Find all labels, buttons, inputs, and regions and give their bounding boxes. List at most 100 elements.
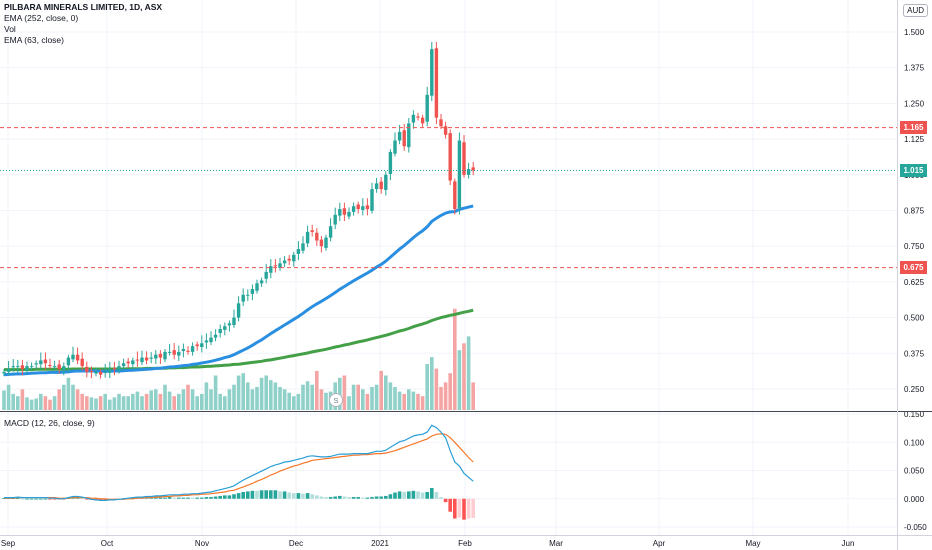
volume-bar xyxy=(11,393,15,410)
lower-line-price-tag: 0.675 xyxy=(900,261,927,275)
volume-bar xyxy=(305,381,310,410)
macd-histogram-bar xyxy=(351,497,356,499)
volume-bar xyxy=(103,393,107,410)
volume-bar xyxy=(71,384,75,410)
macd-histogram-bar xyxy=(223,495,227,499)
volume-bar xyxy=(167,391,172,410)
volume-bar xyxy=(140,396,144,410)
candle-body xyxy=(16,366,20,368)
candle-body xyxy=(315,232,319,241)
candle-body xyxy=(342,208,347,215)
macd-histogram-bar xyxy=(430,488,434,499)
candle-body xyxy=(416,116,420,118)
macd-axis-tick: 0.100 xyxy=(904,438,925,447)
candle-body xyxy=(333,214,337,225)
volume-bar xyxy=(361,389,365,410)
volume-bar xyxy=(126,396,130,410)
volume-bar xyxy=(301,384,305,410)
volume-bar xyxy=(351,384,356,410)
macd-line xyxy=(4,424,474,501)
macd-histogram-bar xyxy=(181,497,186,499)
volume-legend[interactable]: Vol xyxy=(4,24,16,34)
ema-short-legend[interactable]: EMA (63, close) xyxy=(4,35,64,45)
macd-histogram-bar xyxy=(448,498,452,512)
macd-histogram-bar xyxy=(305,493,310,499)
candle-body xyxy=(356,204,360,210)
volume-bar xyxy=(66,377,71,410)
candle-body xyxy=(430,49,434,96)
macd-histogram-bar xyxy=(342,496,347,499)
upper-line-price-tag: 1.165 xyxy=(900,121,927,135)
volume-bar xyxy=(48,399,52,410)
candle-body xyxy=(126,361,130,364)
macd-histogram-bar xyxy=(466,498,471,519)
macd-histogram-bar xyxy=(338,495,342,499)
macd-histogram-bar xyxy=(425,491,429,499)
event-marker[interactable]: S xyxy=(329,393,343,407)
macd-histogram-bar xyxy=(200,497,204,499)
volume-bar xyxy=(39,393,43,410)
macd-histogram-bar xyxy=(434,491,439,499)
currency-badge[interactable]: AUD xyxy=(903,4,928,17)
volume-bar xyxy=(190,389,195,410)
candle-body xyxy=(190,346,195,352)
volume-bar xyxy=(430,357,434,410)
macd-histogram-bar xyxy=(328,497,333,499)
volume-bar xyxy=(204,382,209,410)
volume-bar xyxy=(98,396,103,410)
ema-63-line xyxy=(3,204,474,377)
macd-histogram-bar xyxy=(250,490,255,499)
macd-histogram-bar xyxy=(227,495,232,499)
volume-bar xyxy=(158,393,163,410)
volume-bar xyxy=(75,389,80,410)
candle-body xyxy=(98,371,103,375)
volume-bar xyxy=(319,389,324,410)
macd-legend[interactable]: MACD (12, 26, close, 9) xyxy=(4,418,95,428)
macd-histogram-bar xyxy=(319,496,324,499)
candle-body xyxy=(305,231,310,244)
volume-bar xyxy=(443,382,448,410)
candle-body xyxy=(388,151,393,174)
volume-bar xyxy=(94,398,98,410)
macd-histogram-bar xyxy=(443,498,448,503)
candle-body xyxy=(85,367,89,372)
macd-histogram-bar xyxy=(402,491,406,499)
macd-axis-tick: 0.050 xyxy=(904,467,925,476)
candle-body xyxy=(57,364,61,370)
macd-histogram-bar xyxy=(195,497,199,499)
candle-body xyxy=(80,358,84,367)
ema-long-legend[interactable]: EMA (252, close, 0) xyxy=(4,13,79,23)
candle-body xyxy=(250,289,255,294)
symbol-title[interactable]: PILBARA MINERALS LIMITED, 1D, ASX xyxy=(4,2,163,12)
candle-body xyxy=(66,357,71,366)
macd-histogram-bar xyxy=(407,491,411,499)
volume-bar xyxy=(287,392,291,410)
candle-body xyxy=(34,363,38,365)
candle-body xyxy=(6,369,11,372)
macd-histogram-bar xyxy=(259,490,264,499)
macd-axis-tick: 0.000 xyxy=(904,495,925,504)
volume-bar xyxy=(80,393,84,410)
volume-bar xyxy=(213,375,218,410)
candle-body xyxy=(278,263,282,268)
candle-body xyxy=(301,243,305,251)
candle-body xyxy=(370,189,374,211)
event-marker-label: S xyxy=(333,396,338,405)
macd-histogram-bar xyxy=(416,491,420,499)
volume-bar xyxy=(131,393,135,410)
volume-bar xyxy=(315,370,319,410)
macd-histogram-bar xyxy=(420,492,425,499)
macd-histogram-bar xyxy=(163,497,167,499)
volume-bar xyxy=(292,396,296,410)
macd-histogram-bar xyxy=(462,498,466,520)
time-axis-tick: May xyxy=(745,539,760,548)
candle-body xyxy=(232,317,236,326)
macd-histogram-bar xyxy=(246,491,250,499)
price-axis-tick: 0.375 xyxy=(904,349,925,358)
macd-histogram-bar xyxy=(85,498,89,500)
candle-body xyxy=(218,329,222,334)
candle-body xyxy=(200,343,204,348)
macd-histogram-bar xyxy=(397,491,402,499)
candle-body xyxy=(172,350,176,355)
